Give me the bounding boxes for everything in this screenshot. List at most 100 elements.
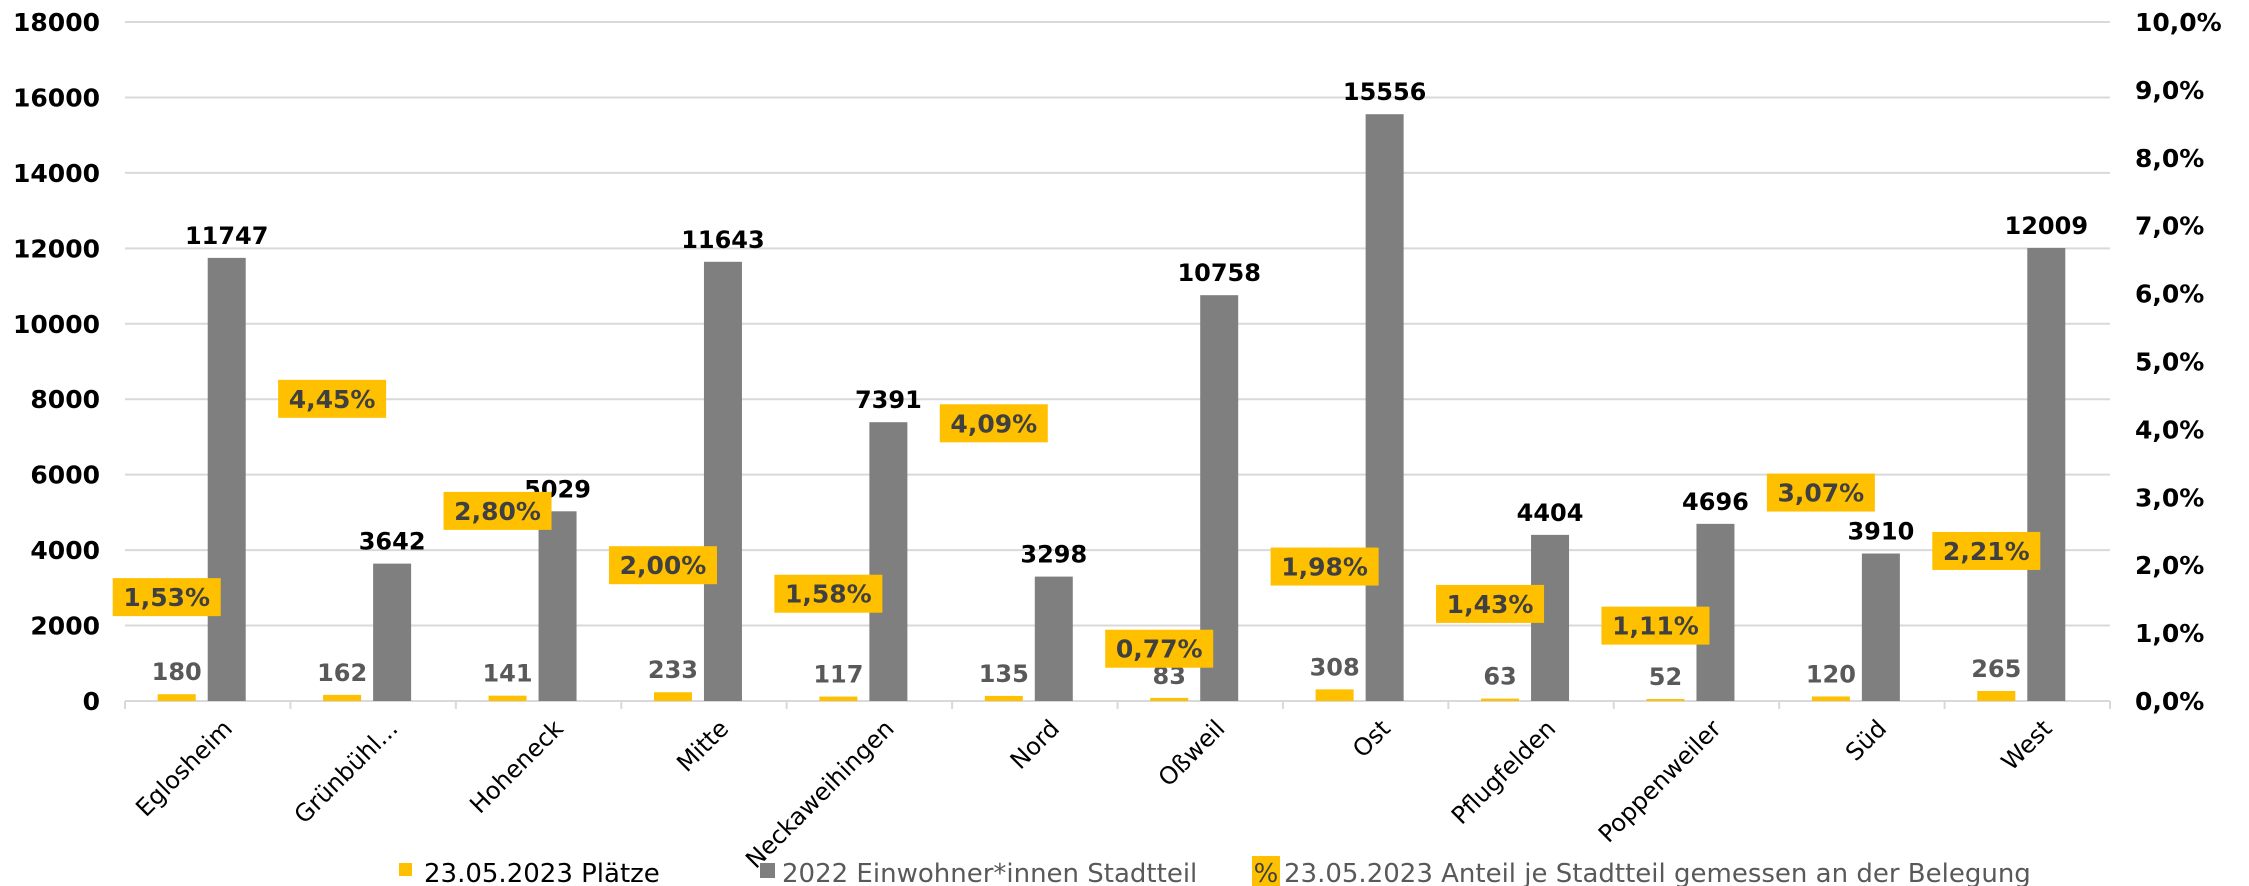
data-label-population: 11747 [185,222,269,250]
data-label-places: 117 [813,661,863,689]
bar-population [869,422,908,701]
data-label-places: 180 [152,658,202,686]
bar-places [1646,699,1685,701]
y2-tick-label: 3,0% [2135,483,2204,512]
share-label-box [278,379,387,418]
data-label-population: 4696 [1682,488,1749,516]
share-label-box [1601,606,1710,645]
legend-label-share: 23.05.2023 Anteil je Stadtteil gemessen … [1284,859,2031,886]
y-tick-label: 10000 [13,310,100,339]
share-label: 3,07% [1778,479,1865,508]
y2-tick-label: 6,0% [2135,280,2204,309]
data-label-places: 135 [979,660,1029,688]
legend: 23.05.2023 Plätze 2022 Einwohner*innen S… [399,856,2031,886]
share-label-box [1766,473,1875,512]
right-axis-ticks: 0,0% 1,0% 2,0% 3,0% 4,0% 5,0% 6,0% 7,0% 8,0% 9,0%… [2135,8,2222,716]
data-label-population: 11643 [681,226,765,254]
bar-population [2027,247,2066,701]
data-label-population: 3642 [359,528,426,556]
y-tick-label: 6000 [30,461,100,490]
x-tick-label: Eglosheim [130,714,238,822]
legend-marker-population [760,863,775,878]
x-tick-label: Pflugfelden [1446,714,1561,829]
x-tick-label: Süd [1840,714,1892,766]
data-label-population: 15556 [1343,78,1427,106]
bar-population [1365,114,1404,701]
y2-tick-label: 2,0% [2135,551,2204,580]
y-tick-label: 18000 [13,8,100,37]
share-label-box [1105,629,1214,668]
percentage-labels: 1,53% 4,45% 2,80% 2,00% 1,58% 4,09% 0,77% 1,98%… [112,379,2041,668]
share-label: 2,80% [454,497,541,526]
share-label: 1,43% [1447,590,1534,619]
gridlines [125,21,2110,627]
data-label-places: 162 [317,659,367,687]
data-label-places: 265 [1971,655,2021,683]
data-label-places: 308 [1310,653,1360,681]
share-label: 2,00% [620,551,707,580]
data-label-population: 4404 [1517,499,1584,527]
data-label-population: 3910 [1847,518,1914,546]
share-label: 1,98% [1281,553,1368,582]
x-tick-label: Poppenweiler [1593,714,1727,848]
bar-places [1481,698,1520,701]
category-axis-ticks: Eglosheim Grünbühl... Hoheneck Mitte Neckawe… [124,701,2111,874]
x-tick-label: Ost [1347,714,1396,763]
bar-places [1811,696,1850,701]
bar-places [157,694,196,701]
data-label-population: 7391 [855,386,922,414]
bar-population [1861,553,1900,701]
data-label-places: 141 [482,660,532,688]
bar-places [1315,689,1354,701]
y2-tick-label: 0,0% [2135,687,2204,716]
legend-label-population: 2022 Einwohner*innen Stadtteil [782,859,1197,886]
y-tick-label: 14000 [13,159,100,188]
share-label-box [1932,531,2041,570]
bar-places [1977,691,2016,701]
x-tick-label: Neckaweihingen [740,714,899,873]
share-label-box [112,578,221,617]
left-axis-ticks: 0 2000 4000 6000 8000 10000 12000 14000 16000 180… [13,8,100,716]
share-label: 2,21% [1943,537,2030,566]
share-label: 1,53% [123,583,210,612]
bar-population [1034,576,1073,701]
share-label-box [443,491,552,530]
share-label-box [939,404,1048,443]
data-label-population: 12009 [2005,212,2089,240]
y2-tick-label: 7,0% [2135,212,2204,241]
y-tick-label: 2000 [30,612,100,641]
data-label-population: 10758 [1177,259,1261,287]
data-label-places: 233 [648,656,698,684]
share-label: 4,09% [950,409,1037,438]
share-label-box [1270,547,1379,586]
x-tick-label: West [1996,714,2058,776]
bar-population [538,511,577,701]
share-label-box [608,546,717,585]
bar-population [703,261,742,701]
bar-places [819,696,858,701]
x-tick-label: Mitte [671,714,734,777]
share-label-box [774,574,883,613]
data-label-population: 3298 [1020,541,1087,569]
share-label: 1,11% [1612,612,1699,641]
bar-places [323,694,362,701]
x-tick-label: Nord [1005,714,1065,774]
share-label-box [1436,584,1545,623]
share-label: 4,45% [289,385,376,414]
data-label-places: 120 [1806,660,1856,688]
share-label: 1,58% [785,580,872,609]
y-tick-label: 12000 [13,234,100,263]
x-tick-label: Hoheneck [464,714,569,819]
data-label-places: 63 [1483,663,1516,691]
y2-tick-label: 1,0% [2135,619,2204,648]
data-label-places: 52 [1649,663,1682,691]
bar-places [984,695,1023,701]
legend-marker-share-box [1252,856,1280,886]
x-tick-label: Grünbühl... [289,714,404,829]
bar-places [488,695,527,701]
x-tick-label: Oßweil [1153,714,1231,792]
y-tick-label: 4000 [30,536,100,565]
y2-tick-label: 9,0% [2135,76,2204,105]
y-tick-label: 8000 [30,385,100,414]
